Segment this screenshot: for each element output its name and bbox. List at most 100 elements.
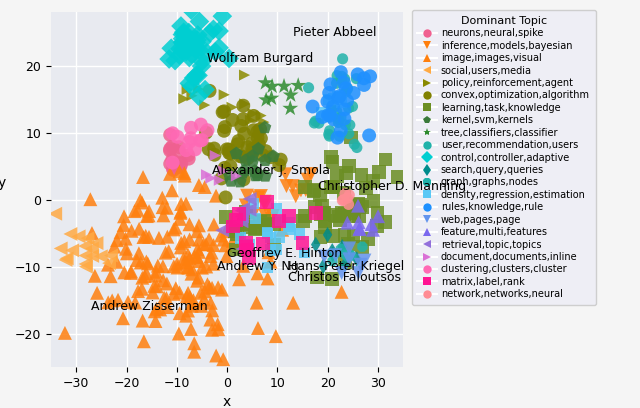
Point <box>302 176 312 183</box>
Point <box>373 213 383 220</box>
Point <box>340 170 351 176</box>
Point <box>176 160 186 167</box>
Point <box>328 104 338 110</box>
Point <box>339 79 349 86</box>
Point <box>179 170 189 176</box>
Point <box>138 234 148 240</box>
Point <box>80 243 90 249</box>
Point <box>267 83 277 90</box>
Point <box>189 340 199 346</box>
Point <box>125 270 136 276</box>
Point <box>214 177 225 184</box>
Point <box>248 211 259 217</box>
Point <box>369 198 379 204</box>
Legend: neurons,neural,spike, inference,models,bayesian, image,images,visual, social,use: neurons,neural,spike, inference,models,b… <box>412 10 596 305</box>
Point <box>336 246 346 252</box>
Point <box>352 144 362 151</box>
Point <box>172 264 182 271</box>
Point <box>132 257 142 264</box>
Point <box>109 243 120 250</box>
Point <box>353 200 363 207</box>
Point <box>218 168 228 174</box>
Point <box>372 210 383 216</box>
Point <box>176 239 186 246</box>
Point <box>202 49 212 56</box>
Point <box>184 80 195 86</box>
Point <box>174 144 184 151</box>
Point <box>191 40 202 46</box>
Point <box>189 348 199 355</box>
Point <box>339 190 349 197</box>
Point <box>185 294 195 300</box>
Point <box>163 233 173 240</box>
Point <box>187 300 197 306</box>
Point <box>339 115 349 122</box>
Point <box>279 83 289 89</box>
Point <box>218 356 228 362</box>
Point <box>227 104 237 111</box>
Point <box>241 157 251 164</box>
Point <box>90 273 100 279</box>
Point <box>260 80 271 86</box>
Point <box>310 209 321 216</box>
Point <box>139 338 149 345</box>
Point <box>232 231 242 237</box>
Point <box>104 260 114 266</box>
Point <box>314 120 324 126</box>
Point <box>190 146 200 153</box>
Point <box>269 221 279 228</box>
Point <box>288 299 298 306</box>
Point <box>235 405 245 408</box>
Point <box>200 184 210 190</box>
Point <box>60 257 70 263</box>
Point <box>240 101 250 107</box>
Point <box>266 258 276 265</box>
Point <box>195 137 205 144</box>
Point <box>219 91 229 98</box>
Point <box>337 55 348 62</box>
Point <box>119 269 129 276</box>
Point <box>346 209 356 216</box>
Point <box>182 293 192 299</box>
Point <box>349 141 360 147</box>
Point <box>251 215 261 222</box>
Point <box>175 208 186 215</box>
Point <box>208 26 218 33</box>
Point <box>285 105 296 112</box>
Point <box>150 318 161 324</box>
Point <box>191 72 202 78</box>
Point <box>340 259 351 265</box>
Point <box>182 264 193 271</box>
Point <box>218 236 228 243</box>
Point <box>329 116 339 123</box>
Point <box>243 246 253 253</box>
Point <box>252 270 262 277</box>
Point <box>328 257 338 264</box>
Point <box>300 184 310 191</box>
Point <box>198 241 209 247</box>
Point <box>234 211 244 217</box>
Point <box>142 213 152 220</box>
Point <box>266 95 276 102</box>
Point <box>151 268 161 275</box>
Point <box>280 171 291 177</box>
Point <box>349 90 359 96</box>
Point <box>335 217 345 224</box>
Point <box>287 183 298 189</box>
Point <box>245 224 255 231</box>
Point <box>176 23 186 29</box>
Point <box>354 213 364 219</box>
Point <box>197 264 207 271</box>
Point <box>235 153 245 160</box>
Point <box>357 204 367 211</box>
Point <box>137 286 147 292</box>
Point <box>226 178 236 184</box>
Point <box>141 258 152 265</box>
Point <box>158 212 168 219</box>
Point <box>211 193 221 199</box>
Point <box>339 106 349 113</box>
Point <box>238 102 248 109</box>
Point <box>262 230 273 237</box>
Point <box>323 96 333 103</box>
Point <box>183 152 193 158</box>
